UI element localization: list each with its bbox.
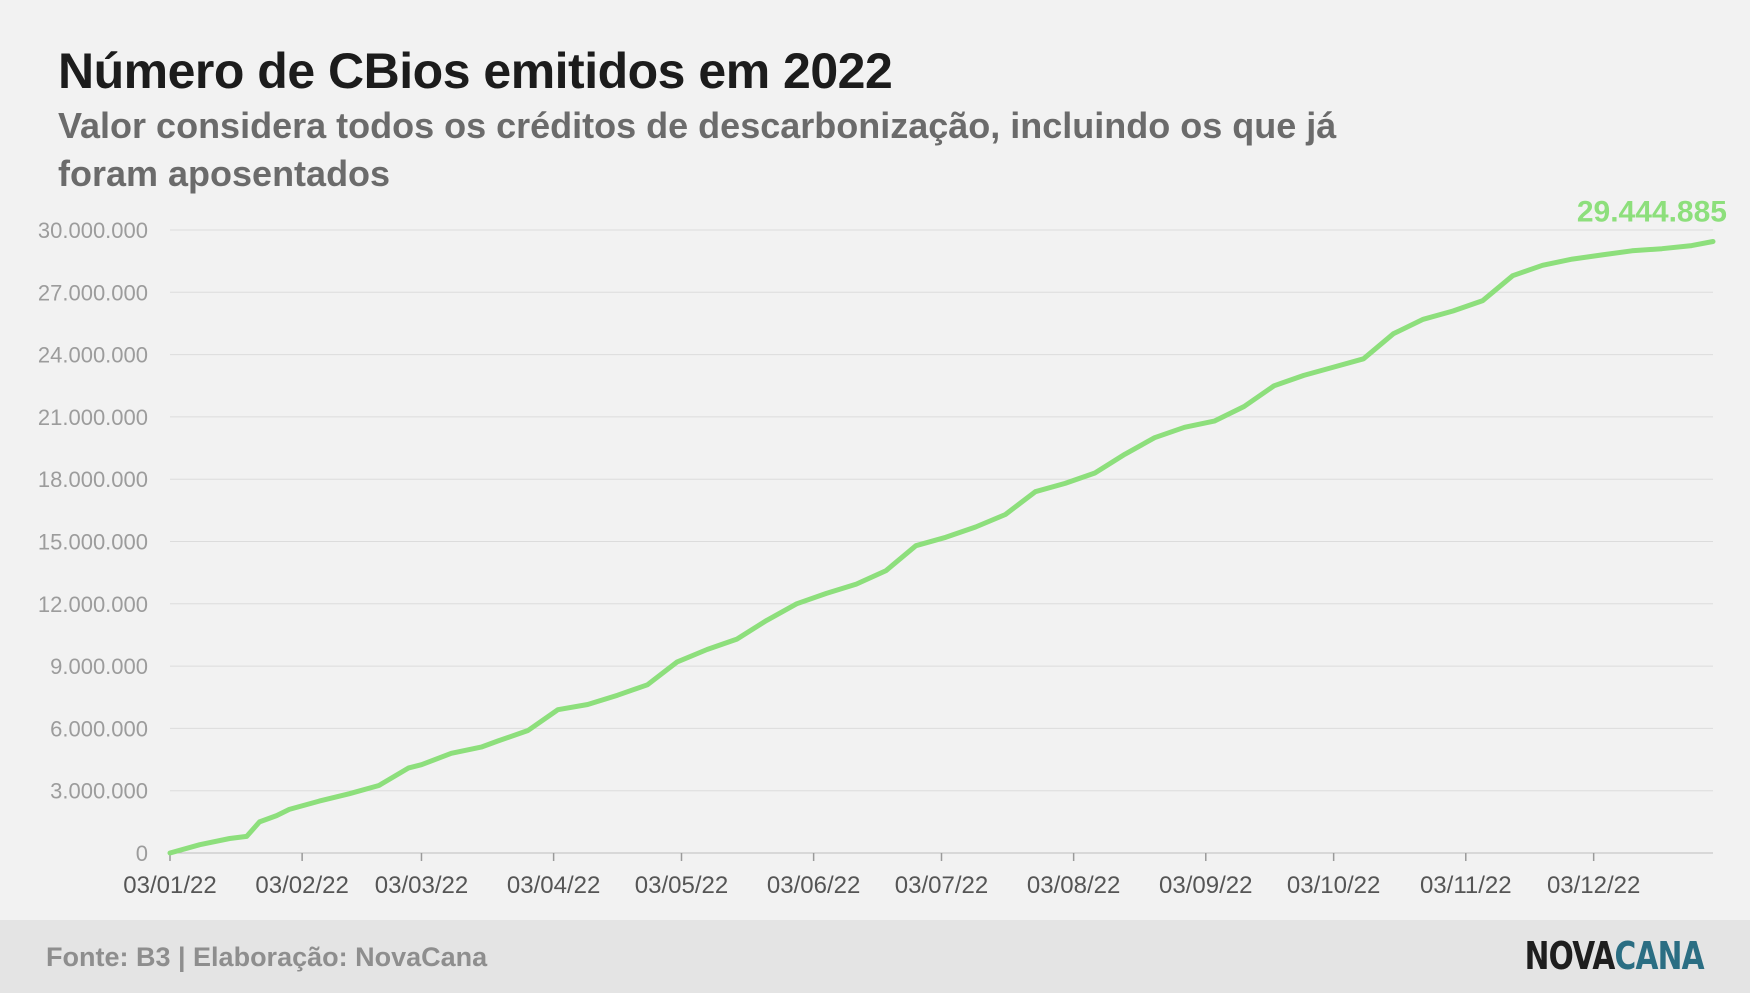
source-credit: Fonte: B3 | Elaboração: NovaCana [46, 942, 488, 972]
series-layer [167, 239, 1716, 856]
chart-subtitle: Valor considera todos os créditos de des… [58, 105, 1337, 194]
x-tick-label: 03/08/22 [1027, 872, 1120, 899]
x-axis: 03/01/22 03/02/22 03/03/22 03/04/22 03/05/22… [123, 853, 1640, 899]
y-axis: 0 3.000.000 6.000.000 9.000.000 12.000.000 15… [38, 218, 148, 866]
series-line [167, 239, 1716, 856]
x-tick-label: 03/09/22 [1159, 872, 1252, 899]
x-tick-label: 03/03/22 [375, 872, 468, 899]
y-tick-label: 15.000.000 [38, 530, 148, 555]
x-tick-label: 03/06/22 [767, 872, 860, 899]
gridlines [170, 229, 1713, 854]
x-tick-label: 03/01/22 [123, 872, 216, 899]
y-tick-label: 24.000.000 [38, 343, 148, 368]
novacana-logo: NOVACANA [1524, 934, 1705, 978]
y-tick-label: 9.000.000 [50, 654, 148, 679]
x-tick-label: 03/12/22 [1547, 872, 1640, 899]
end-value-label: 29.444.885 [1577, 196, 1727, 229]
x-tick-label: 03/04/22 [507, 872, 600, 899]
y-tick-label: 27.000.000 [38, 280, 148, 305]
x-tick-label: 03/10/22 [1287, 872, 1380, 899]
logo-nova: NOVA [1524, 934, 1616, 978]
y-tick-label: 3.000.000 [50, 779, 148, 804]
y-tick-label: 12.000.000 [38, 592, 148, 617]
y-tick-label: 30.000.000 [38, 218, 148, 243]
x-tick-label: 03/07/22 [895, 872, 988, 899]
footer-bar: Fonte: B3 | Elaboração: NovaCana NOVACAN… [0, 920, 1750, 993]
y-tick-label: 6.000.000 [50, 716, 148, 741]
x-tick-label: 03/02/22 [255, 872, 348, 899]
x-tick-label: 03/05/22 [635, 872, 728, 899]
line-chart: 0 3.000.000 6.000.000 9.000.000 12.000.000 15… [38, 196, 1727, 899]
y-tick-label: 18.000.000 [38, 467, 148, 492]
chart-title: Número de CBios emitidos em 2022 [58, 43, 893, 99]
y-tick-label: 0 [136, 841, 148, 866]
y-tick-label: 21.000.000 [38, 405, 148, 430]
x-tick-label: 03/11/22 [1420, 872, 1512, 899]
logo-cana: CANA [1614, 934, 1705, 978]
label-layer: 29.444.885 [1577, 196, 1727, 229]
